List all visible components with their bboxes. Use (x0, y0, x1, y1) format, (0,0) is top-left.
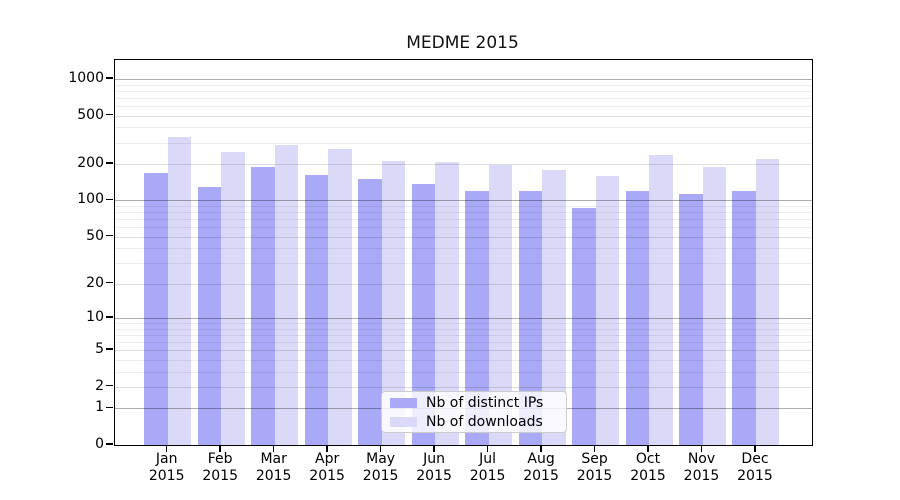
bar-distinct-ips-apr-2015 (304, 174, 329, 445)
y-tick-label-2: 2 (95, 377, 104, 394)
y-tick-mark-20 (106, 281, 113, 284)
legend-row-downloads: Nb of downloads (382, 414, 566, 430)
y-tick-label-0: 0 (95, 436, 104, 452)
bar-downloads-feb-2015 (221, 152, 245, 445)
x-tick-mark-dec-2015 (754, 446, 756, 452)
bar-distinct-ips-jan-2015 (144, 172, 168, 445)
legend-swatch-downloads (390, 416, 417, 427)
x-tick-label-jun-2015: Jun 2015 (416, 451, 452, 484)
plot-area (114, 59, 813, 446)
x-tick-label-mar-2015: Mar 2015 (255, 451, 292, 484)
bar-distinct-ips-jul-2015 (465, 190, 489, 445)
x-tick-mark-jun-2015 (433, 446, 435, 452)
bar-distinct-ips-sep-2015 (572, 207, 596, 445)
legend: Nb of distinct IPs Nb of downloads (381, 391, 567, 433)
x-tick-label-jul-2015: Jul 2015 (469, 451, 506, 484)
bars-layer (115, 60, 812, 445)
bar-downloads-apr-2015 (328, 148, 352, 445)
bar-distinct-ips-nov-2015 (679, 194, 703, 445)
bar-downloads-nov-2015 (702, 167, 726, 445)
bar-downloads-jun-2015 (435, 162, 459, 445)
legend-swatch-distinct-ips (390, 397, 417, 408)
legend-row-distinct-ips: Nb of distinct IPs (382, 395, 566, 411)
x-tick-mark-oct-2015 (647, 446, 649, 452)
bar-downloads-mar-2015 (274, 145, 299, 445)
bar-distinct-ips-mar-2015 (251, 166, 275, 445)
x-tick-mark-jul-2015 (486, 446, 489, 452)
bar-distinct-ips-jun-2015 (411, 183, 436, 445)
y-tick-label-20: 20 (86, 274, 104, 291)
y-tick-mark-5 (106, 348, 113, 350)
legend-label-downloads: Nb of downloads (426, 413, 543, 430)
x-tick-label-jan-2015: Jan 2015 (148, 451, 185, 484)
chart-title: MEDME 2015 (406, 33, 519, 53)
x-tick-label-sep-2015: Sep 2015 (576, 451, 613, 484)
bar-downloads-oct-2015 (649, 154, 673, 445)
y-tick-mark-200 (106, 162, 113, 164)
bar-downloads-may-2015 (381, 161, 406, 445)
x-tick-mark-feb-2015 (219, 446, 221, 452)
y-tick-mark-500 (106, 113, 113, 116)
y-tick-mark-50 (106, 234, 113, 237)
y-tick-label-200: 200 (77, 155, 104, 171)
x-tick-mark-sep-2015 (593, 446, 596, 452)
x-tick-mark-jan-2015 (166, 446, 168, 452)
x-tick-mark-may-2015 (379, 446, 382, 452)
x-tick-label-aug-2015: Aug 2015 (523, 451, 559, 484)
bar-downloads-jan-2015 (167, 136, 192, 445)
x-tick-mark-nov-2015 (700, 446, 703, 452)
bar-distinct-ips-oct-2015 (625, 190, 650, 445)
x-tick-mark-mar-2015 (272, 446, 275, 452)
bar-distinct-ips-may-2015 (358, 179, 382, 445)
x-tick-label-nov-2015: Nov 2015 (683, 451, 720, 484)
y-tick-label-1000: 1000 (68, 69, 104, 86)
x-tick-mark-aug-2015 (540, 446, 542, 452)
y-tick-mark-100 (106, 198, 113, 201)
bar-downloads-aug-2015 (542, 170, 566, 445)
bar-distinct-ips-dec-2015 (732, 190, 756, 445)
y-tick-label-1: 1 (95, 399, 104, 416)
y-tick-label-500: 500 (77, 106, 104, 123)
bar-distinct-ips-aug-2015 (518, 190, 543, 445)
bar-downloads-sep-2015 (595, 175, 620, 445)
y-tick-label-100: 100 (77, 191, 104, 208)
x-tick-label-may-2015: May 2015 (362, 451, 399, 484)
x-tick-label-apr-2015: Apr 2015 (309, 451, 345, 484)
x-tick-mark-apr-2015 (326, 446, 328, 452)
x-tick-label-dec-2015: Dec 2015 (737, 451, 773, 484)
y-tick-label-10: 10 (86, 308, 104, 325)
bar-downloads-dec-2015 (755, 158, 780, 445)
y-tick-label-5: 5 (95, 341, 104, 358)
y-tick-mark-2 (106, 385, 113, 387)
y-tick-label-50: 50 (86, 227, 104, 244)
x-tick-label-feb-2015: Feb 2015 (202, 451, 238, 484)
y-tick-mark-10 (106, 316, 113, 318)
y-tick-mark-1 (106, 406, 113, 408)
bar-downloads-jul-2015 (488, 165, 513, 445)
x-tick-label-oct-2015: Oct 2015 (630, 451, 666, 484)
bar-distinct-ips-feb-2015 (197, 186, 222, 445)
y-tick-mark-1000 (106, 77, 113, 79)
legend-label-distinct-ips: Nb of distinct IPs (426, 394, 544, 411)
y-tick-mark-0 (106, 443, 113, 445)
